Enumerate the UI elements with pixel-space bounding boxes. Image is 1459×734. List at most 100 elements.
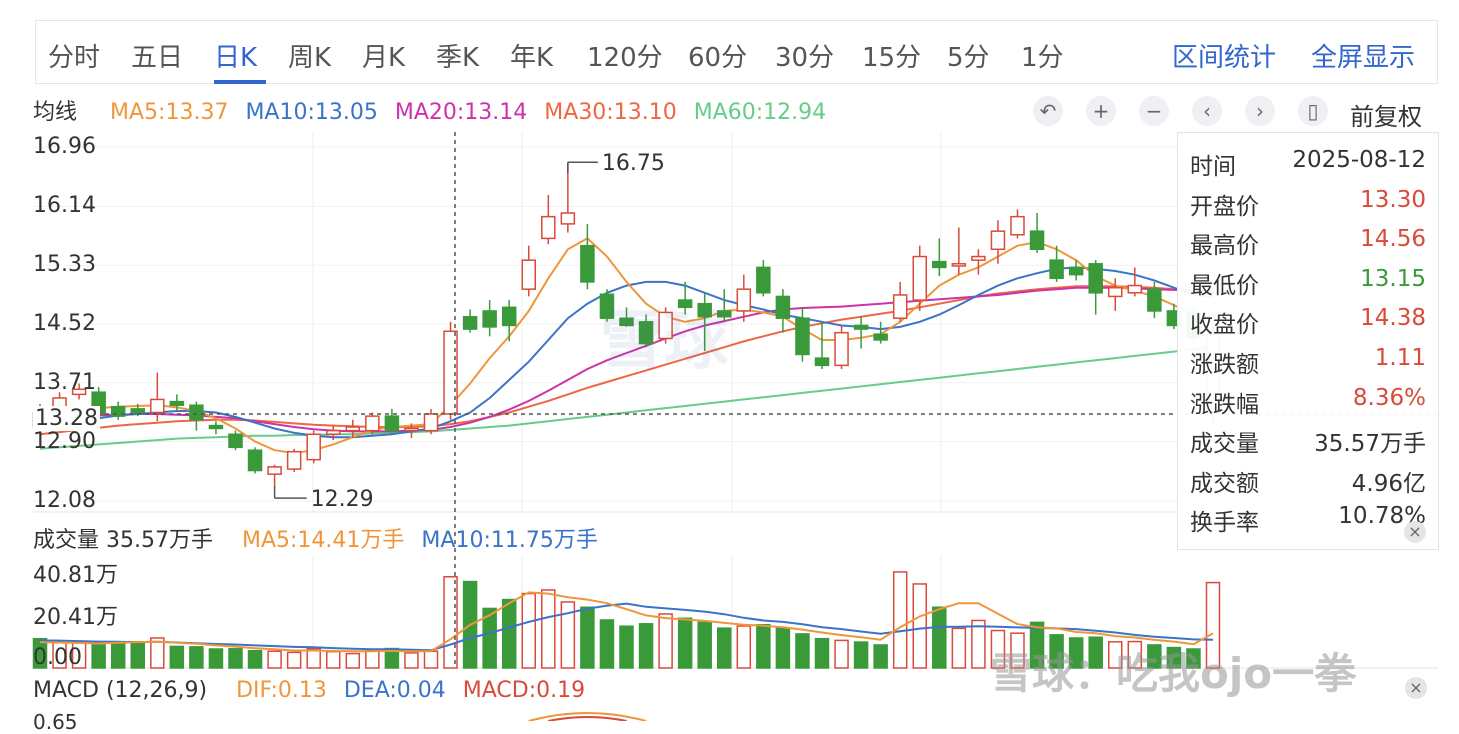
- candle-body: [1049, 259, 1064, 280]
- candle-body: [345, 426, 361, 432]
- tab-6[interactable]: 季K: [436, 43, 480, 73]
- tab-11[interactable]: 15分: [862, 43, 922, 73]
- volume-bar: [326, 650, 341, 669]
- xueqiu-watermark: 雪球：吃我ojo一拳: [990, 649, 1357, 698]
- volume-bar: [1186, 648, 1201, 669]
- ma5-line: [39, 237, 1214, 455]
- tab-7[interactable]: 年K: [510, 43, 554, 73]
- volume-bar: [912, 583, 927, 669]
- volume-bar: [541, 589, 556, 669]
- chevron-right-icon[interactable]: ›: [1245, 96, 1275, 126]
- active-tab-underline: [214, 80, 266, 84]
- candle-body: [892, 294, 908, 319]
- ma10-legend: MA10:13.05: [245, 100, 378, 125]
- minus-icon[interactable]: −: [1139, 96, 1169, 126]
- ma20-legend: MA20:13.14: [394, 100, 528, 125]
- tab-5[interactable]: 月K: [362, 43, 406, 73]
- plus-icon[interactable]: +: [1086, 96, 1116, 126]
- tab-8[interactable]: 120分: [587, 43, 663, 73]
- volume-bar: [717, 627, 732, 669]
- volume-bar: [1010, 632, 1025, 669]
- candle-icon[interactable]: ▯: [1298, 96, 1328, 126]
- candle-body: [501, 306, 517, 327]
- info-label: 时间: [1190, 154, 1236, 180]
- candle-body: [638, 321, 654, 345]
- candle-body: [169, 400, 185, 406]
- candle-body: [1147, 288, 1162, 312]
- candle-body: [717, 310, 732, 318]
- tab-2[interactable]: 五日: [131, 43, 184, 73]
- tab-9[interactable]: 60分: [688, 43, 748, 73]
- volume-bar: [932, 606, 947, 669]
- volume-bar: [247, 649, 263, 669]
- background-watermark: 雪球: [600, 305, 728, 379]
- volume-bar: [775, 627, 791, 669]
- candle-body: [814, 357, 830, 367]
- ma-legend-title: 均线: [33, 100, 78, 125]
- volume-bar: [1205, 581, 1221, 669]
- candle-body: [990, 230, 1006, 251]
- volume-bar: [951, 627, 967, 669]
- tab-10[interactable]: 30分: [775, 43, 835, 73]
- info-row: 最高价 14.56: [1190, 226, 1426, 262]
- info-row: 开盘价 13.30: [1190, 187, 1426, 223]
- volume-bar: [990, 629, 1006, 669]
- macd-axis-top: 0.65: [33, 710, 78, 734]
- tab-1[interactable]: 分时: [48, 43, 101, 73]
- info-label: 成交额: [1190, 470, 1259, 497]
- candle-body: [228, 433, 243, 449]
- volume-bar: [795, 633, 810, 669]
- volume-bar: [404, 652, 419, 669]
- volume-bar: [1108, 641, 1123, 669]
- undo-icon[interactable]: ↶: [1033, 96, 1063, 126]
- candle-body: [677, 299, 693, 309]
- volume-bar: [130, 642, 145, 669]
- tab-4[interactable]: 周K: [288, 43, 332, 73]
- volume-bar: [658, 613, 673, 669]
- vol_ma10-line: [39, 602, 1214, 652]
- high-annotation-label: 16.75: [602, 151, 665, 176]
- interval-stats-link[interactable]: 区间统计: [1172, 43, 1277, 73]
- candle-body: [541, 215, 556, 240]
- volume-bar: [208, 648, 224, 669]
- info-label: 换手率: [1190, 510, 1259, 537]
- volume-bar: [521, 592, 536, 669]
- volume-bar: [560, 601, 576, 669]
- volume-bar: [736, 625, 752, 669]
- info-label: 开盘价: [1190, 193, 1259, 220]
- volume-bar: [1166, 646, 1182, 669]
- close-icon[interactable]: ×: [1404, 521, 1426, 543]
- tab-13[interactable]: 1分: [1021, 43, 1064, 73]
- volume-bar: [110, 643, 126, 669]
- tab-3[interactable]: 日K: [214, 43, 258, 73]
- volume-bar: [345, 652, 361, 669]
- tab-12[interactable]: 5分: [947, 43, 990, 73]
- ma20-line: [39, 286, 1214, 433]
- volume-bar: [32, 637, 48, 669]
- volume-bar: [365, 648, 380, 669]
- macd-value-legend: MACD:0.19: [462, 678, 586, 703]
- volume-bar: [619, 625, 634, 669]
- candle-body: [599, 293, 615, 319]
- fullscreen-link[interactable]: 全屏显示: [1311, 43, 1416, 73]
- chevron-left-icon[interactable]: ‹: [1192, 96, 1222, 126]
- candle-body: [775, 295, 791, 319]
- volume-axis-mid: 20.41万: [33, 605, 118, 630]
- price-tick-label: 16.14: [33, 193, 96, 219]
- volume-bar: [306, 648, 321, 669]
- macd-close-icon[interactable]: ×: [1405, 677, 1427, 699]
- price-tick-label: 12.90: [33, 428, 96, 454]
- info-row: 涨跌额 1.11: [1190, 345, 1426, 381]
- info-value: 2025-08-12: [1292, 147, 1426, 173]
- candle-body: [482, 310, 497, 328]
- info-value: 8.36%: [1352, 384, 1426, 411]
- volume-bar: [423, 650, 439, 669]
- info-label: 最高价: [1190, 233, 1259, 260]
- candle-body: [1029, 230, 1045, 251]
- candle-body: [756, 266, 771, 294]
- ma-legend: 均线 MA5:13.37 MA10:13.05 MA20:13.14 MA30:…: [33, 94, 836, 126]
- adjust-select[interactable]: 前复权: [1350, 103, 1422, 131]
- candle-body: [795, 317, 810, 356]
- volume-bar: [228, 648, 243, 669]
- price-tick-label: 12.08: [33, 488, 96, 513]
